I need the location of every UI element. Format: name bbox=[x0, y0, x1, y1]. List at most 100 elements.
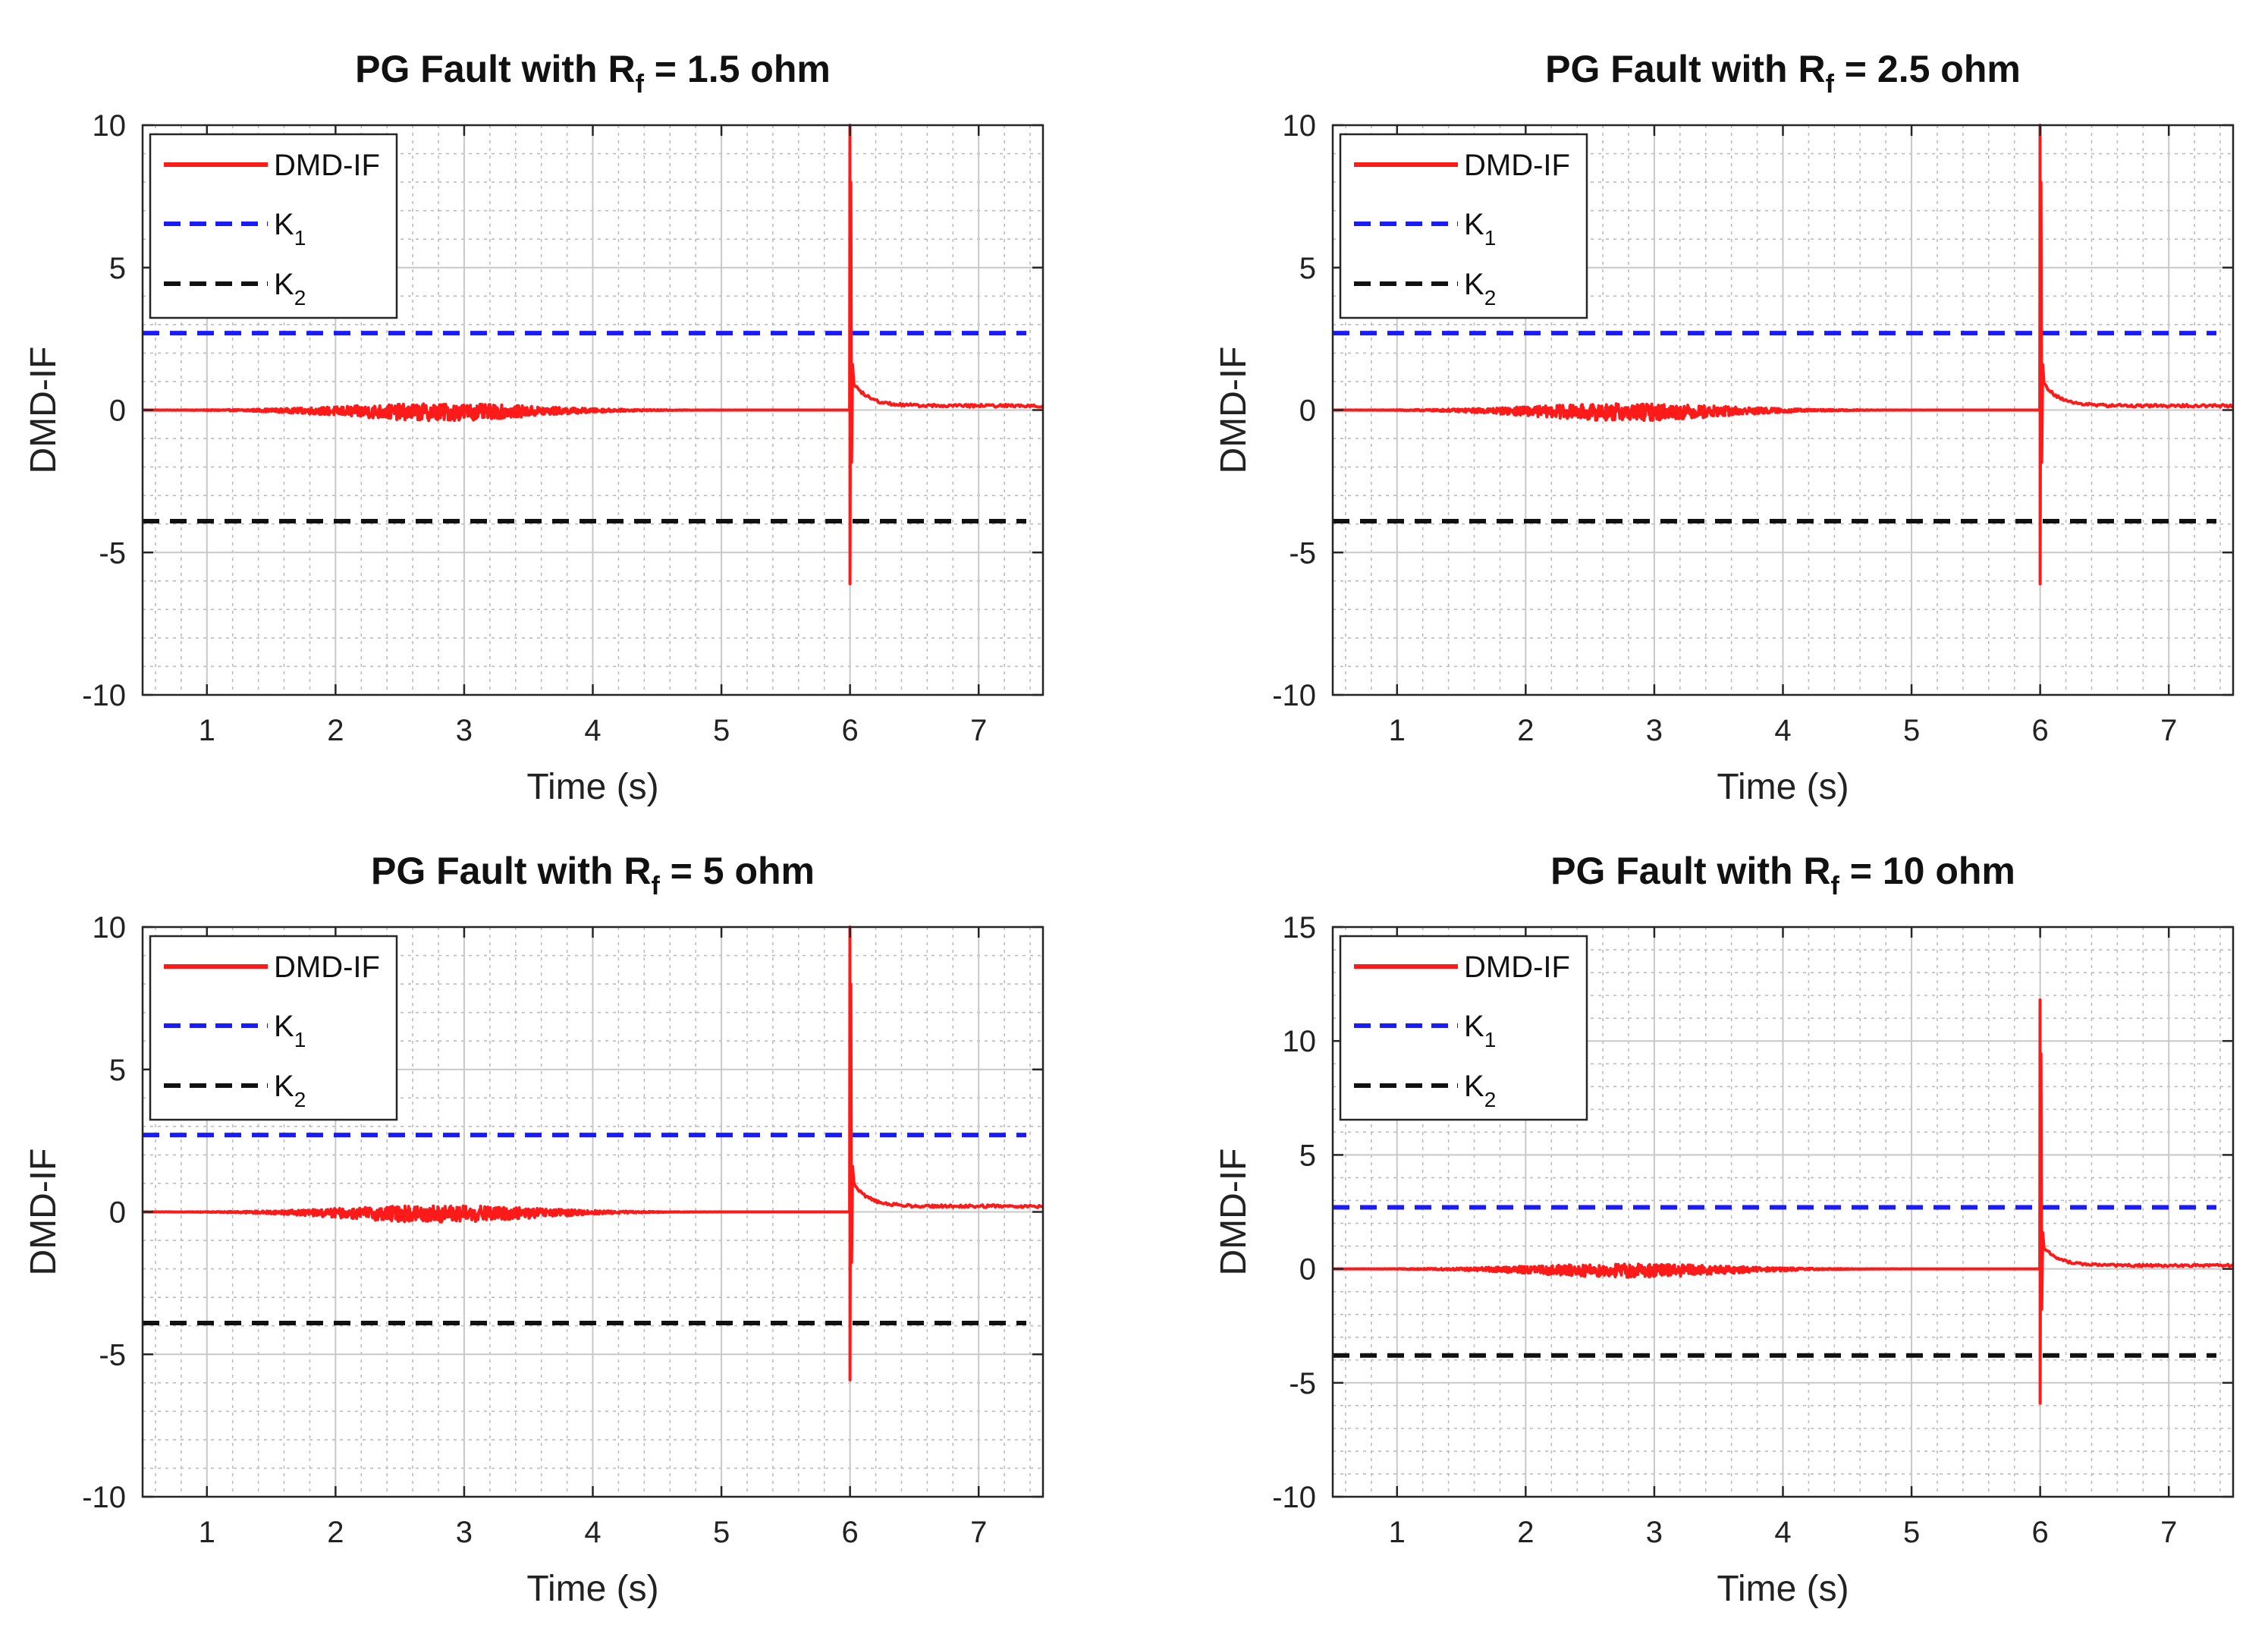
legend-label-subscript: 1 bbox=[294, 1028, 306, 1051]
chart-title-main: PG Fault with R bbox=[355, 48, 635, 90]
x-tick-label: 2 bbox=[1517, 1516, 1534, 1549]
chart-title-main: PG Fault with R bbox=[1550, 850, 1830, 892]
y-tick-label: 5 bbox=[109, 252, 126, 285]
chart-title: PG Fault with Rf = 5 ohm bbox=[371, 850, 815, 900]
y-axis-label: DMD-IF bbox=[1214, 347, 1254, 474]
y-tick-label: 15 bbox=[1283, 911, 1317, 944]
legend-label: DMD-IF bbox=[274, 149, 380, 182]
y-tick-label: -5 bbox=[1289, 536, 1316, 570]
chart-panel-4: 1 2 3 4 5 6 7 -10 -5 0 5 10 15 PG Fault with Rf = 10 … bbox=[1214, 850, 2235, 1609]
dmd-if-signal-line bbox=[141, 124, 1044, 586]
x-tick-label: 5 bbox=[1903, 714, 1920, 747]
chart-title-main: PG Fault with R bbox=[1545, 48, 1825, 90]
chart-title-subscript: f bbox=[1826, 70, 1835, 99]
x-tick-label: 7 bbox=[2160, 714, 2177, 747]
legend-label-subscript: 1 bbox=[1484, 1028, 1497, 1051]
x-tick-label: 2 bbox=[327, 1516, 344, 1549]
legend-label: K1 bbox=[274, 1010, 306, 1051]
chart-title-subscript: f bbox=[636, 70, 645, 99]
legend-label: K2 bbox=[1464, 1070, 1496, 1111]
x-tick-label: 4 bbox=[584, 1516, 601, 1549]
dmd-if-signal-line bbox=[1331, 124, 2234, 586]
x-tick-label: 6 bbox=[2032, 714, 2049, 747]
x-tick-label: 5 bbox=[713, 1516, 730, 1549]
x-tick-label: 1 bbox=[199, 714, 215, 747]
x-tick-label: 4 bbox=[1774, 1516, 1791, 1549]
legend-label: DMD-IF bbox=[274, 951, 380, 984]
chart-panel-2: 1 2 3 4 5 6 7 -10 -5 0 5 10 PG Fault with Rf = 2.5 o… bbox=[1214, 48, 2235, 807]
legend-label: DMD-IF bbox=[1464, 951, 1570, 984]
legend-label-subscript: 2 bbox=[1484, 1088, 1497, 1111]
legend-label-main: K bbox=[1464, 1010, 1484, 1043]
chart-panel-3: 1 2 3 4 5 6 7 -10 -5 0 5 10 PG Fault with Rf = 5 ohm… bbox=[24, 850, 1044, 1609]
legend-label-main: K bbox=[274, 268, 294, 301]
y-tick-label: 10 bbox=[1283, 109, 1317, 143]
y-tick-label: 5 bbox=[109, 1054, 126, 1087]
y-tick-label: -10 bbox=[1272, 1481, 1316, 1514]
legend-label: K1 bbox=[1464, 1010, 1496, 1051]
x-tick-label: 6 bbox=[842, 714, 859, 747]
chart-title-tail: = 1.5 ohm bbox=[644, 48, 831, 90]
x-axis-label: Time (s) bbox=[526, 767, 658, 807]
chart-title: PG Fault with Rf = 2.5 ohm bbox=[1545, 48, 2021, 99]
y-tick-label: 5 bbox=[1299, 252, 1316, 285]
chart-panel-1: 1 2 3 4 5 6 7 -10 -5 0 5 10 PG Fault with Rf = 1.5 o… bbox=[24, 48, 1044, 807]
legend-label-main: K bbox=[274, 1010, 294, 1043]
tick-marks bbox=[1333, 926, 2233, 1498]
x-tick-label: 1 bbox=[1389, 1516, 1406, 1549]
y-tick-label: 5 bbox=[1299, 1139, 1316, 1172]
legend-label-subscript: 2 bbox=[1484, 286, 1497, 310]
x-tick-label: 3 bbox=[456, 714, 473, 747]
legend-label: K2 bbox=[274, 268, 306, 310]
x-tick-label: 3 bbox=[1646, 1516, 1663, 1549]
x-axis-label: Time (s) bbox=[526, 1569, 658, 1609]
x-tick-label: 4 bbox=[1774, 714, 1791, 747]
legend-label-main: K bbox=[1464, 268, 1484, 301]
x-tick-label: 3 bbox=[456, 1516, 473, 1549]
x-tick-label: 1 bbox=[1389, 714, 1406, 747]
tick-marks bbox=[143, 926, 1043, 1498]
y-tick-label: 0 bbox=[109, 394, 126, 428]
x-tick-label: 3 bbox=[1646, 714, 1663, 747]
legend: DMD-IF K1 K2 bbox=[149, 133, 398, 319]
y-tick-label: 10 bbox=[93, 911, 127, 944]
legend-label: K2 bbox=[274, 1070, 306, 1111]
y-axis-label: DMD-IF bbox=[1214, 1149, 1254, 1276]
legend-label-main: K bbox=[1464, 1070, 1484, 1103]
x-tick-label: 7 bbox=[970, 714, 987, 747]
x-tick-label: 6 bbox=[842, 1516, 859, 1549]
y-tick-label: 0 bbox=[1299, 394, 1316, 428]
x-tick-label: 2 bbox=[327, 714, 344, 747]
legend-label-subscript: 1 bbox=[294, 226, 306, 250]
legend-label: K2 bbox=[1464, 268, 1496, 310]
y-axis-label: DMD-IF bbox=[24, 1149, 64, 1276]
y-tick-label: -5 bbox=[99, 1338, 126, 1372]
legend-label: K1 bbox=[1464, 208, 1496, 250]
y-tick-label: 0 bbox=[1299, 1253, 1316, 1287]
chart-title-tail: = 10 ohm bbox=[1839, 850, 2015, 892]
legend-label-subscript: 1 bbox=[1484, 226, 1497, 250]
y-tick-label: 0 bbox=[109, 1196, 126, 1230]
legend-label: DMD-IF bbox=[1464, 149, 1570, 182]
chart-title: PG Fault with Rf = 10 ohm bbox=[1550, 850, 2015, 900]
chart-title-tail: = 5 ohm bbox=[660, 850, 815, 892]
chart-title-subscript: f bbox=[651, 872, 660, 900]
legend-label-main: K bbox=[1464, 208, 1484, 241]
x-tick-label: 6 bbox=[2032, 1516, 2049, 1549]
y-tick-label: -10 bbox=[82, 679, 126, 712]
y-tick-label: -5 bbox=[99, 536, 126, 570]
chart-title-main: PG Fault with R bbox=[371, 850, 651, 892]
legend-label-subscript: 2 bbox=[294, 1088, 306, 1111]
x-tick-label: 1 bbox=[199, 1516, 215, 1549]
x-axis-label: Time (s) bbox=[1717, 767, 1849, 807]
x-tick-label: 5 bbox=[713, 714, 730, 747]
y-tick-label: 10 bbox=[93, 109, 127, 143]
chart-title: PG Fault with Rf = 1.5 ohm bbox=[355, 48, 831, 99]
legend-label-subscript: 2 bbox=[294, 286, 306, 310]
x-tick-label: 7 bbox=[2160, 1516, 2177, 1549]
legend-label-main: K bbox=[274, 1070, 294, 1103]
x-tick-label: 7 bbox=[970, 1516, 987, 1549]
